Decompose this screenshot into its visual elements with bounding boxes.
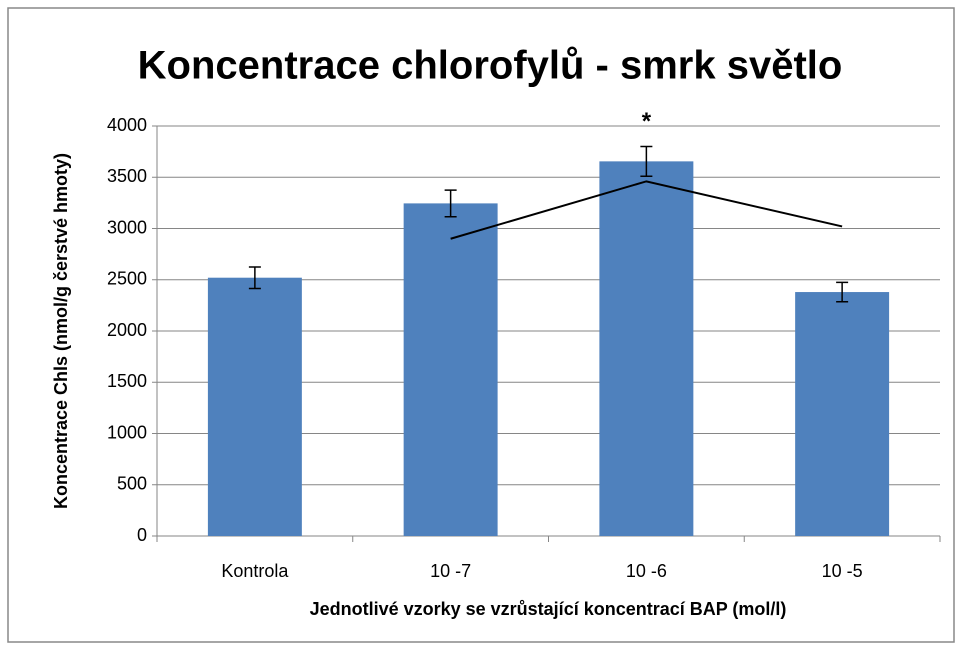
chart-title: Koncentrace chlorofylů - smrk světlo [138, 44, 843, 88]
y-tick-label: 3000 [107, 217, 147, 237]
y-tick-label: 500 [117, 474, 147, 494]
x-tick-label: 10 -5 [822, 561, 863, 581]
y-tick-label: 3500 [107, 166, 147, 186]
error-bar [248, 266, 261, 290]
x-tick-label: 10 -6 [626, 561, 667, 581]
x-tick-label: 10 -7 [430, 561, 471, 581]
y-tick-label: 1000 [107, 422, 147, 442]
bar [403, 203, 498, 536]
bar [599, 161, 694, 537]
x-tick-label: Kontrola [221, 561, 289, 581]
bar [207, 277, 302, 536]
x-axis-title: Jednotlivé vzorky se vzrůstající koncent… [310, 599, 787, 619]
bar [795, 292, 890, 536]
annotation: * [642, 108, 652, 135]
y-tick-label: 2000 [107, 320, 147, 340]
y-tick-label: 2500 [107, 269, 147, 289]
y-tick-label: 1500 [107, 371, 147, 391]
trend-line [450, 180, 843, 240]
error-bar [444, 189, 457, 218]
y-tick-label: 0 [137, 525, 147, 545]
y-axis-title: Koncentrace Chls (nmol/g čerstvé hmoty) [51, 153, 71, 509]
error-bar [640, 145, 653, 177]
y-tick-label: 4000 [107, 115, 147, 135]
error-bar [836, 281, 849, 303]
